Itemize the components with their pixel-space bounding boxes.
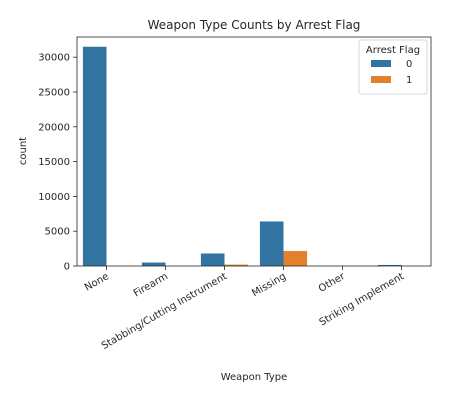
legend-label-1: 1 [406, 75, 412, 86]
y-tick-label: 30000 [38, 53, 70, 64]
bar-stabbing-cutting-instrument-0 [200, 253, 225, 266]
legend-swatch-0 [371, 60, 391, 67]
legend-swatch-1 [371, 76, 391, 83]
y-axis: 0 5000 10000 15000 20000 25000 30000 [38, 53, 77, 273]
x-tick-label: Firearm [132, 271, 170, 299]
bar-missing-1 [283, 251, 308, 266]
y-tick-label: 25000 [38, 87, 70, 98]
bars [82, 46, 402, 266]
legend-title: Arrest Flag [366, 45, 420, 56]
bar-missing-0 [259, 221, 284, 266]
bar-firearm-0 [141, 262, 166, 266]
x-axis-label: Weapon Type [221, 372, 288, 383]
y-tick-label: 5000 [45, 227, 70, 238]
x-tick-label: Missing [250, 271, 288, 299]
y-tick-label: 20000 [38, 122, 70, 133]
chart-title: Weapon Type Counts by Arrest Flag [148, 18, 361, 32]
y-tick-label: 15000 [38, 157, 70, 168]
bar-none-0 [82, 46, 107, 266]
y-tick-label: 0 [64, 262, 70, 273]
x-tick-label: None [83, 271, 111, 294]
y-axis-label: count [18, 137, 29, 165]
x-tick-label: Other [317, 271, 348, 295]
bar-striking-implement-0 [377, 264, 402, 266]
legend-label-0: 0 [406, 59, 412, 70]
y-tick-label: 10000 [38, 192, 70, 203]
legend: Arrest Flag 0 1 [358, 39, 428, 95]
bar-stabbing-cutting-instrument-1 [224, 264, 249, 266]
plot-frame [76, 36, 432, 267]
